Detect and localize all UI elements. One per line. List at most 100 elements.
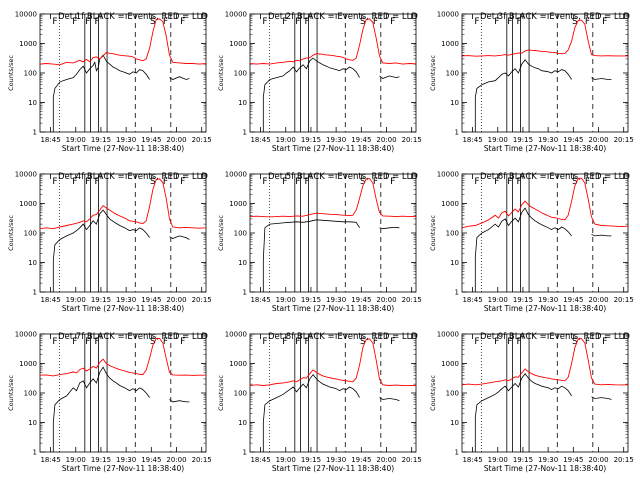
x-axis-label: Start Time (27-Nov-11 18:38:40) xyxy=(272,304,394,313)
x-tick-label: 19:30 xyxy=(538,136,558,144)
panel-det-6f: Det 6f BLACK = Events, RED = LLD 1 10 100 10… xyxy=(429,171,634,314)
lld-series-line xyxy=(39,337,206,377)
events-series-line xyxy=(474,207,612,292)
region-letter: F xyxy=(494,337,499,347)
x-tick-label: 19:00 xyxy=(66,296,86,304)
x-tick-label: 18:45 xyxy=(250,136,270,144)
region-letter: F xyxy=(390,17,395,27)
x-tick-label: 20:00 xyxy=(166,456,186,464)
events-series-line xyxy=(262,219,400,292)
panel-title: Det 2f BLACK = Events, RED = LLD xyxy=(268,12,418,22)
y-tick-label: 1000 xyxy=(229,200,247,208)
x-tick-label: 18:45 xyxy=(462,136,482,144)
x-tick-label: 19:45 xyxy=(563,296,583,304)
region-letter: F xyxy=(494,177,499,187)
region-letter: F xyxy=(72,177,77,187)
region-letter: F xyxy=(390,337,395,347)
region-letter: F xyxy=(507,177,512,187)
x-axis-label: Start Time (27-Nov-11 18:38:40) xyxy=(484,144,606,153)
x-tick-label: 20:15 xyxy=(614,296,634,304)
region-letter: F xyxy=(295,177,300,187)
y-tick-label: 10 xyxy=(450,259,459,267)
y-tick-label: 10000 xyxy=(15,11,37,19)
x-tick-label: 18:45 xyxy=(40,136,60,144)
lld-series-line xyxy=(461,177,629,229)
y-tick-label: 10000 xyxy=(437,171,459,179)
region-letter: S xyxy=(572,337,578,347)
x-tick-label: 19:45 xyxy=(563,456,583,464)
y-tick-label: 10 xyxy=(28,419,37,427)
region-letter: S xyxy=(150,177,156,187)
lld-series-line xyxy=(39,178,207,230)
x-tick-label: 19:15 xyxy=(301,136,321,144)
plot-frame xyxy=(39,333,207,453)
y-tick-label: 1 xyxy=(33,449,37,457)
y-tick-label: 1000 xyxy=(229,40,247,48)
x-tick-label: 20:15 xyxy=(614,136,634,144)
panel-title: Det 1f BLACK = Events, RED = LLD xyxy=(58,12,208,22)
y-tick-label: 1000 xyxy=(19,360,37,368)
y-tick-label: 10 xyxy=(238,419,247,427)
y-axis-label: Counts/sec xyxy=(429,375,437,411)
x-tick-label: 19:30 xyxy=(116,296,136,304)
x-tick-label: 19:30 xyxy=(538,296,558,304)
y-tick-label: 100 xyxy=(24,70,37,78)
plot-frame xyxy=(249,333,417,453)
region-letter: F xyxy=(373,177,378,187)
region-letter: F xyxy=(180,17,185,27)
x-tick-label: 19:15 xyxy=(301,296,321,304)
panel-title: Det 7f BLACK = Events, RED = LLD xyxy=(58,332,208,342)
events-series-line xyxy=(474,59,612,132)
x-tick-label: 18:45 xyxy=(250,296,270,304)
region-letter: F xyxy=(95,337,100,347)
y-tick-label: 10 xyxy=(450,419,459,427)
panel-title: Det 6f BLACK = Events, RED = LLD xyxy=(480,172,630,182)
x-tick-label: 19:45 xyxy=(351,456,371,464)
y-tick-label: 100 xyxy=(446,230,459,238)
y-tick-label: 10000 xyxy=(15,171,37,179)
region-letter: F xyxy=(52,17,57,27)
region-letter: S xyxy=(150,17,156,27)
x-tick-label: 19:45 xyxy=(351,296,371,304)
events-series-line xyxy=(262,57,400,132)
x-axis-label: Start Time (27-Nov-11 18:38:40) xyxy=(484,464,606,473)
x-tick-label: 19:30 xyxy=(326,136,346,144)
events-series-line xyxy=(52,366,190,452)
region-letter: S xyxy=(360,177,366,187)
x-tick-label: 18:45 xyxy=(462,456,482,464)
y-tick-label: 1000 xyxy=(229,360,247,368)
y-axis-label: Counts/sec xyxy=(217,215,225,251)
region-letter: F xyxy=(474,337,479,347)
x-tick-label: 19:30 xyxy=(326,456,346,464)
y-tick-label: 100 xyxy=(446,390,459,398)
x-tick-label: 20:15 xyxy=(192,296,212,304)
region-letter: F xyxy=(602,337,607,347)
y-tick-label: 1000 xyxy=(441,360,459,368)
region-letter: F xyxy=(282,177,287,187)
region-letter: F xyxy=(517,337,522,347)
x-tick-label: 20:15 xyxy=(402,296,422,304)
y-tick-label: 100 xyxy=(446,70,459,78)
region-letter: F xyxy=(85,337,90,347)
region-letter: F xyxy=(180,177,185,187)
region-letter: F xyxy=(602,17,607,27)
region-letter: F xyxy=(517,177,522,187)
x-axis-label: Start Time (27-Nov-11 18:38:40) xyxy=(484,304,606,313)
x-tick-label: 19:45 xyxy=(141,296,161,304)
y-tick-label: 1 xyxy=(243,129,247,137)
y-tick-label: 1000 xyxy=(19,200,37,208)
plot-frame xyxy=(39,13,207,133)
x-tick-label: 20:00 xyxy=(376,456,396,464)
y-axis-label: Counts/sec xyxy=(7,375,15,411)
region-letter: F xyxy=(282,337,287,347)
lld-series-line xyxy=(249,338,417,387)
region-letter: F xyxy=(85,17,90,27)
panel-det-9f: Det 9f BLACK = Events, RED = LLD 1 10 100 10… xyxy=(429,331,634,474)
x-tick-label: 19:00 xyxy=(488,136,508,144)
panel-title: Det 9f BLACK = Events, RED = LLD xyxy=(480,332,630,342)
x-tick-label: 20:15 xyxy=(402,456,422,464)
y-tick-label: 1 xyxy=(33,289,37,297)
region-letter: F xyxy=(52,337,57,347)
region-letter: F xyxy=(163,17,168,27)
plot-frame xyxy=(249,173,417,293)
